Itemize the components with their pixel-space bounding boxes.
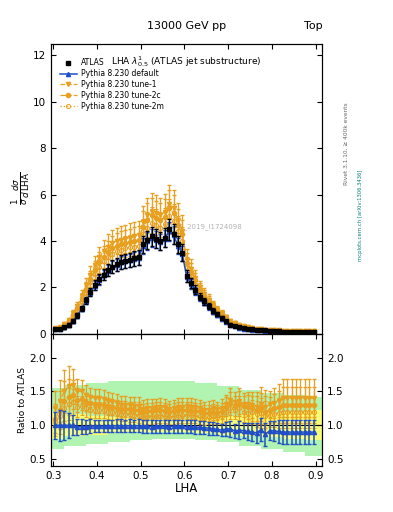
Bar <box>130 418 152 432</box>
Y-axis label: Ratio to ATLAS: Ratio to ATLAS <box>18 367 27 433</box>
Text: ATLAS_2019_I1724098: ATLAS_2019_I1724098 <box>163 223 243 230</box>
Bar <box>174 418 195 432</box>
Text: 13000 GeV pp: 13000 GeV pp <box>147 20 226 31</box>
Bar <box>86 416 108 435</box>
Bar <box>217 416 239 435</box>
Bar <box>327 411 349 440</box>
Bar <box>174 381 195 439</box>
Text: Rivet 3.1.10, ≥ 400k events: Rivet 3.1.10, ≥ 400k events <box>344 102 349 185</box>
Text: LHA $\lambda^{1}_{0.5}$ (ATLAS jet substructure): LHA $\lambda^{1}_{0.5}$ (ATLAS jet subst… <box>112 54 262 69</box>
Bar <box>261 413 283 437</box>
Text: Top: Top <box>304 20 322 31</box>
Bar <box>305 411 327 440</box>
Bar <box>152 381 174 439</box>
Bar <box>42 388 64 449</box>
Bar <box>108 381 130 442</box>
X-axis label: LHA: LHA <box>175 482 198 495</box>
Bar <box>86 383 108 444</box>
Bar <box>152 418 174 432</box>
Bar <box>239 390 261 445</box>
Bar <box>130 381 152 440</box>
Bar <box>217 386 239 442</box>
Bar <box>327 397 349 456</box>
Bar <box>261 393 283 449</box>
Bar <box>283 412 305 439</box>
Bar <box>195 383 217 440</box>
Bar <box>283 395 305 453</box>
Text: mcplots.cern.ch [arXiv:1306.3436]: mcplots.cern.ch [arXiv:1306.3436] <box>358 169 363 261</box>
Bar <box>64 385 86 445</box>
Bar <box>195 417 217 434</box>
Bar <box>42 412 64 439</box>
Bar <box>305 397 327 456</box>
Bar <box>239 415 261 436</box>
Y-axis label: $\frac{1}{\sigma}\frac{d\sigma}{d\,\mathrm{LHA}}$: $\frac{1}{\sigma}\frac{d\sigma}{d\,\math… <box>10 172 31 205</box>
Bar <box>108 417 130 434</box>
Legend: ATLAS, Pythia 8.230 default, Pythia 8.230 tune-1, Pythia 8.230 tune-2c, Pythia 8: ATLAS, Pythia 8.230 default, Pythia 8.23… <box>58 56 166 113</box>
Bar <box>64 415 86 436</box>
